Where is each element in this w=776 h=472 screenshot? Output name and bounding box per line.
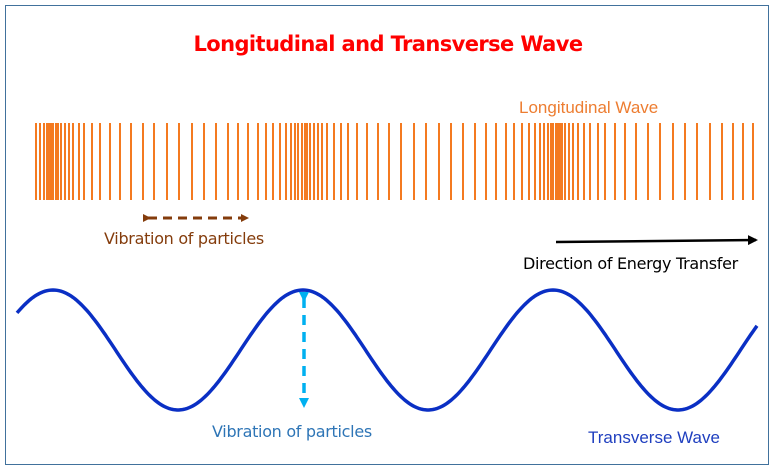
diagram-title: Longitudinal and Transverse Wave [193, 32, 584, 56]
diagram-frame [5, 5, 769, 465]
transverse-wave-curve [15, 288, 759, 412]
vibration-label-longitudinal: Vibration of particles [104, 229, 264, 248]
energy-direction-arrow [555, 235, 758, 246]
vibration-label-transverse: Vibration of particles [212, 422, 372, 441]
longitudinal-wave-lines [35, 123, 754, 200]
longitudinal-wave-label: Longitudinal Wave [519, 98, 659, 117]
energy-direction-label: Direction of Energy Transfer [523, 254, 738, 273]
transverse-wave-label: Transverse Wave [588, 428, 720, 447]
